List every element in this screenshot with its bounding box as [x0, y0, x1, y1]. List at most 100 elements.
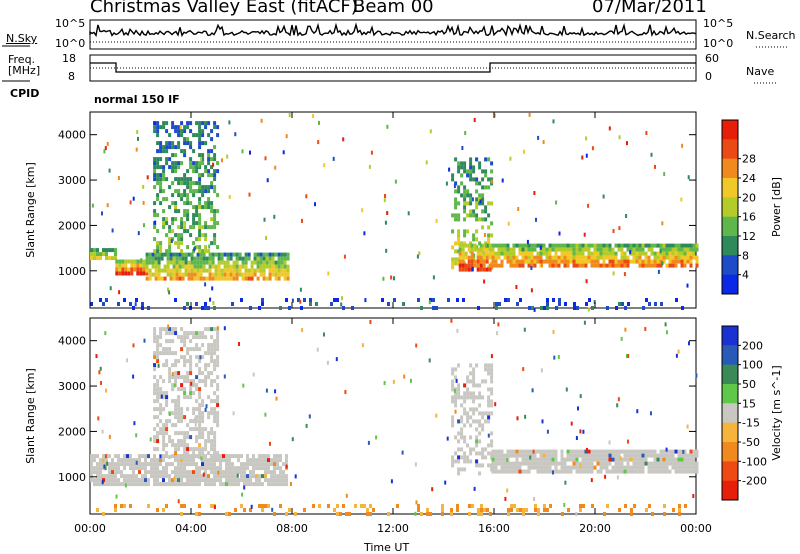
heatmap-cell	[680, 255, 684, 260]
heatmap-cell	[599, 255, 603, 260]
heatmap-cell	[632, 243, 636, 248]
heatmap-cell	[527, 465, 531, 470]
heatmap-cell	[632, 259, 636, 264]
heatmap-cell	[446, 436, 449, 441]
heatmap-cell	[286, 256, 290, 261]
heatmap-cell	[490, 431, 494, 436]
heatmap-cell	[168, 455, 172, 460]
heatmap-cell	[148, 276, 152, 281]
heatmap-cell	[570, 421, 573, 426]
heatmap-cell	[187, 276, 191, 281]
colorbar-tick-label: -200	[742, 475, 767, 488]
heatmap-cell	[410, 378, 412, 383]
heatmap-cell	[588, 298, 591, 302]
heatmap-cell	[466, 213, 470, 218]
heatmap-cell	[518, 449, 522, 454]
heatmap-cell	[279, 504, 282, 508]
heatmap-cell	[192, 419, 196, 424]
heatmap-cell	[148, 268, 152, 273]
heatmap-cell	[602, 243, 606, 248]
heatmap-cell	[457, 217, 461, 222]
heatmap-cell	[539, 449, 543, 454]
heatmap-cell	[662, 243, 666, 248]
heatmap-cell	[159, 145, 163, 150]
heatmap-cell	[469, 415, 473, 420]
heatmap-cell	[153, 383, 157, 388]
heatmap-cell	[500, 259, 504, 264]
heatmap-cell	[177, 189, 181, 194]
heatmap-cell	[223, 272, 227, 277]
heatmap-cell	[207, 133, 211, 138]
heatmap-cell	[111, 248, 114, 253]
heatmap-cell	[569, 243, 573, 248]
heatmap-cell	[183, 447, 187, 452]
heatmap-cell	[171, 351, 175, 356]
heatmap-cell	[186, 193, 190, 198]
heatmap-cell	[668, 255, 672, 260]
heatmap-cell	[596, 449, 600, 454]
heatmap-cell	[268, 252, 272, 257]
heatmap-cell	[195, 435, 199, 440]
heatmap-cell	[262, 272, 266, 277]
heatmap-cell	[220, 252, 224, 257]
heatmap-cell	[692, 247, 696, 252]
heatmap-cell	[560, 461, 564, 466]
heatmap-cell	[204, 221, 208, 226]
heatmap-cell	[515, 259, 519, 264]
heatmap-cell	[605, 263, 609, 268]
heatmap-cell	[521, 243, 525, 248]
heatmap-cell	[460, 455, 464, 460]
heatmap-cell	[90, 256, 93, 261]
heatmap-cell	[457, 237, 461, 242]
heatmap-cell	[471, 197, 474, 202]
heatmap-cell	[162, 177, 166, 182]
heatmap-cell	[563, 243, 567, 248]
heatmap-cell	[174, 407, 178, 412]
heatmap-cell	[162, 327, 166, 332]
heatmap-cell	[476, 263, 480, 268]
heatmap-cell	[620, 247, 624, 252]
heatmap-cell	[463, 229, 467, 234]
heatmap-cell	[216, 451, 220, 456]
heatmap-cell	[481, 415, 485, 420]
heatmap-cell	[258, 454, 261, 459]
heatmap-cell	[273, 512, 276, 516]
heatmap-cell	[273, 478, 276, 483]
heatmap-cell	[454, 375, 458, 380]
heatmap-cell	[635, 255, 639, 260]
heatmap-cell	[653, 263, 657, 268]
heatmap-cell	[232, 268, 236, 273]
heatmap-cell	[681, 143, 684, 148]
heatmap-cell	[587, 255, 591, 260]
heatmap-cell	[168, 237, 172, 242]
heatmap-cell	[267, 504, 270, 508]
heatmap-cell	[165, 466, 168, 471]
heatmap-cell	[169, 268, 173, 273]
heatmap-cell	[487, 443, 491, 448]
heatmap-cell	[256, 260, 260, 265]
heatmap-cell	[165, 443, 169, 448]
x-tick-label: 08:00	[276, 522, 308, 535]
heatmap-cell	[105, 256, 108, 261]
heatmap-cell	[184, 256, 188, 261]
heatmap-cell	[258, 466, 261, 471]
heatmap-cell	[482, 251, 486, 256]
heatmap-cell	[133, 421, 136, 426]
heatmap-cell	[93, 256, 96, 261]
heatmap-cell	[124, 259, 128, 264]
heatmap-cell	[150, 470, 153, 475]
heatmap-cell	[599, 251, 603, 256]
heatmap-cell	[177, 431, 181, 436]
heatmap-cell	[469, 363, 473, 368]
heatmap-cell	[491, 461, 495, 466]
heatmap-cell	[93, 466, 96, 471]
heatmap-cell	[529, 455, 532, 460]
heatmap-cell	[369, 512, 372, 516]
heatmap-cell	[497, 469, 501, 474]
heatmap-cell	[153, 237, 157, 242]
heatmap-cell	[267, 482, 270, 487]
heatmap-cell	[463, 185, 467, 190]
heatmap-cell	[118, 259, 122, 264]
heatmap-cell	[537, 512, 540, 516]
heatmap-cell	[517, 207, 520, 211]
